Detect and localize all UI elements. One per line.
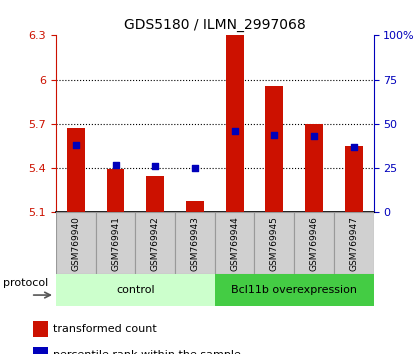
Bar: [33, 321, 48, 337]
Bar: [305, 124, 323, 212]
Point: [152, 164, 159, 169]
Bar: [33, 347, 48, 354]
Text: GSM769945: GSM769945: [270, 216, 279, 271]
Bar: [294, 212, 334, 274]
Bar: [334, 212, 374, 274]
Bar: [215, 274, 374, 306]
Point: [350, 144, 357, 150]
Text: GSM769942: GSM769942: [151, 216, 160, 271]
Text: GSM769946: GSM769946: [310, 216, 318, 271]
Text: GSM769940: GSM769940: [71, 216, 81, 271]
Bar: [215, 212, 254, 274]
Bar: [175, 212, 215, 274]
Bar: [56, 274, 215, 306]
Bar: [186, 201, 204, 212]
Text: transformed count: transformed count: [54, 324, 157, 334]
Point: [112, 162, 119, 167]
Text: Bcl11b overexpression: Bcl11b overexpression: [231, 285, 357, 295]
Bar: [135, 212, 175, 274]
Text: GSM769943: GSM769943: [190, 216, 200, 271]
Title: GDS5180 / ILMN_2997068: GDS5180 / ILMN_2997068: [124, 18, 305, 32]
Point: [73, 142, 79, 148]
Text: protocol: protocol: [3, 278, 48, 288]
Point: [271, 132, 278, 137]
Text: GSM769947: GSM769947: [349, 216, 358, 271]
Text: percentile rank within the sample: percentile rank within the sample: [54, 349, 241, 354]
Bar: [226, 0, 244, 212]
Bar: [96, 212, 135, 274]
Bar: [345, 146, 363, 212]
Point: [231, 128, 238, 134]
Bar: [107, 169, 124, 212]
Bar: [254, 212, 294, 274]
Text: control: control: [116, 285, 155, 295]
Bar: [265, 86, 283, 212]
Bar: [67, 128, 85, 212]
Text: GSM769941: GSM769941: [111, 216, 120, 271]
Bar: [146, 176, 164, 212]
Text: GSM769944: GSM769944: [230, 216, 239, 271]
Point: [311, 133, 317, 139]
Point: [192, 165, 198, 171]
Bar: [56, 212, 96, 274]
